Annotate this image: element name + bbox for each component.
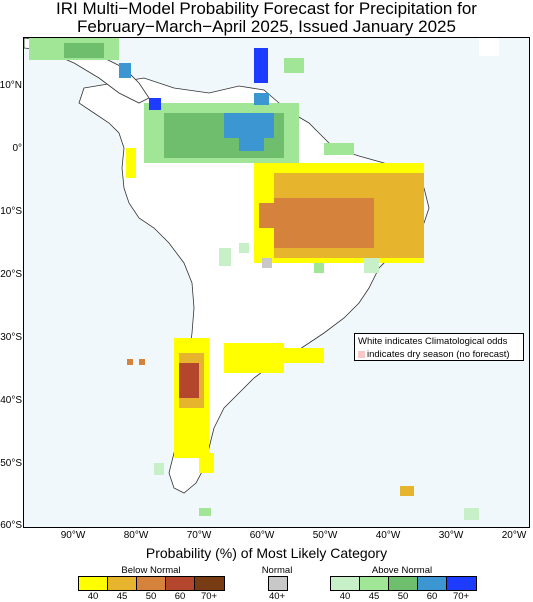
lon-label-40w: 40°W xyxy=(375,530,401,541)
note-line-2: indicates dry season (no forecast) xyxy=(367,349,510,360)
lon-label-70w: 70°W xyxy=(186,530,212,541)
ocean-white-patch xyxy=(479,38,499,56)
legend-below-swatch-45 xyxy=(108,577,137,590)
lat-label-60s: 60°S xyxy=(0,520,22,531)
legend-normal-label: Normal xyxy=(261,565,293,576)
legend-above-label: Above Normal xyxy=(371,565,433,576)
legend-below-label: Below Normal xyxy=(121,565,181,576)
above-normal-north xyxy=(29,38,354,163)
lat-label-40s: 40°S xyxy=(0,395,22,406)
legend-below-swatch-70 xyxy=(195,577,224,590)
title-line-1: IRI Multi−Model Probability Forecast for… xyxy=(56,0,477,18)
legend-normal-tick: 40+ xyxy=(268,591,286,602)
lat-label-10s: 10°S xyxy=(0,206,22,217)
legend-title: Probability (%) of Most Likely Category xyxy=(145,545,388,561)
legend-below-swatch-60 xyxy=(166,577,195,590)
legend-above-tick-60: 60 xyxy=(426,591,438,602)
forecast-map-canvas xyxy=(24,38,499,520)
lat-label-0: 0° xyxy=(12,143,22,154)
legend-below-tick-60: 60 xyxy=(174,591,186,602)
note-line-1: White indicates Climatological odds xyxy=(358,336,508,347)
lon-label-90w: 90°W xyxy=(60,530,86,541)
legend-above-swatch-40 xyxy=(331,577,360,590)
legend-below-tick-50: 50 xyxy=(145,591,157,602)
legend-below-tick-45: 45 xyxy=(116,591,128,602)
lat-label-20s: 20°S xyxy=(0,269,22,280)
legend-below-tick-40: 40 xyxy=(87,591,99,602)
legend-above-tick-45: 45 xyxy=(368,591,380,602)
legend-below-swatch-50 xyxy=(137,577,166,590)
lon-label-50w: 50°W xyxy=(312,530,338,541)
normal-patch xyxy=(262,258,272,268)
above-normal-scattered xyxy=(154,243,479,520)
lat-label-10n: 10°N xyxy=(0,80,22,91)
legend-above-tick-50: 50 xyxy=(397,591,409,602)
legend-above-swatch-45 xyxy=(360,577,389,590)
map-title: IRI Multi−Model Probability Forecast for… xyxy=(0,0,533,36)
legend-below-swatch-40 xyxy=(79,577,108,590)
lat-label-50s: 50°S xyxy=(0,458,22,469)
lat-label-30s: 30°S xyxy=(0,332,22,343)
legend-below-tick-70: 70+ xyxy=(200,591,218,602)
lon-label-80w: 80°W xyxy=(123,530,149,541)
title-line-2: February−March−April 2025, Issued Januar… xyxy=(77,17,456,36)
legend-normal-swatches xyxy=(268,576,288,591)
legend-above-tick-40: 40 xyxy=(339,591,351,602)
lon-label-20w: 20°W xyxy=(501,530,527,541)
note-line-2-row: indicates dry season (no forecast) xyxy=(358,348,520,361)
legend-above-swatch-60 xyxy=(418,577,447,590)
below-normal-south xyxy=(127,338,414,496)
lon-label-30w: 30°W xyxy=(438,530,464,541)
legend-above-swatch-70 xyxy=(447,577,476,590)
lon-label-60w: 60°W xyxy=(249,530,275,541)
climatology-note: White indicates Climatological odds indi… xyxy=(354,333,524,361)
legend-above-tick-70: 70+ xyxy=(452,591,470,602)
legend-normal-swatch xyxy=(269,577,287,590)
dry-season-swatch xyxy=(358,351,365,358)
legend-above-swatches xyxy=(330,576,477,591)
legend-above-swatch-50 xyxy=(389,577,418,590)
below-normal-brazil xyxy=(126,148,424,263)
legend-below-swatches xyxy=(78,576,225,591)
forecast-map xyxy=(23,37,530,528)
